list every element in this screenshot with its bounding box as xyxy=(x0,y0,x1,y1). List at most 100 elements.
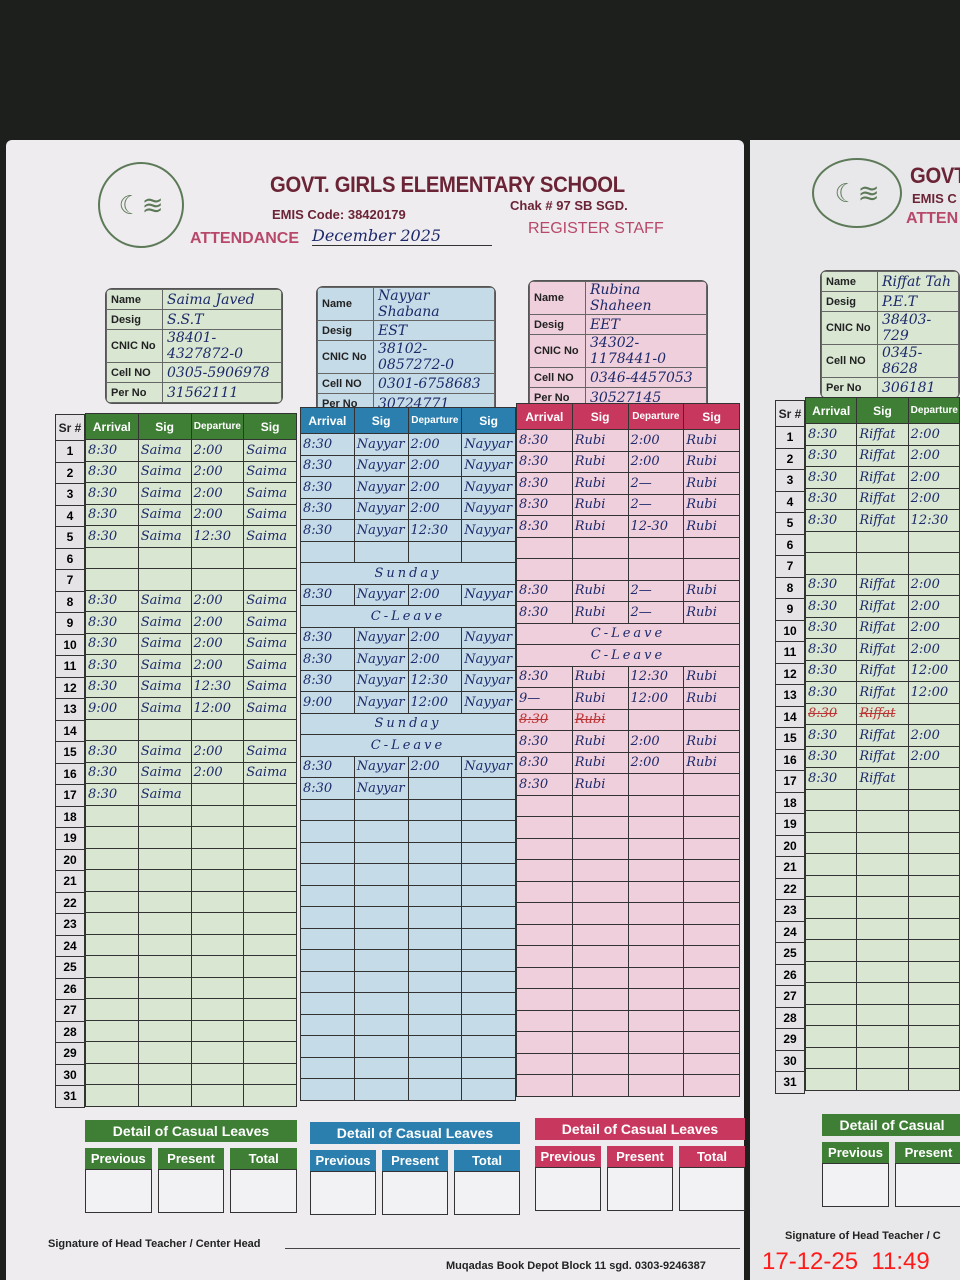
departure-cell[interactable]: 2:00 xyxy=(190,740,245,763)
arrival-sig-cell[interactable] xyxy=(353,540,409,563)
arrival-cell[interactable] xyxy=(85,998,139,1021)
arrival-cell[interactable]: 8:30 xyxy=(516,515,573,538)
departure-sig-cell[interactable] xyxy=(461,540,516,563)
arrival-sig-cell[interactable] xyxy=(137,1062,192,1085)
departure-cell[interactable] xyxy=(627,923,685,946)
departure-sig-cell[interactable] xyxy=(243,546,297,569)
departure-sig-cell[interactable]: Rubi xyxy=(683,687,740,710)
staff-desig[interactable]: EST xyxy=(373,320,495,341)
staff-desig[interactable]: S.S.T xyxy=(162,309,282,330)
arrival-sig-cell[interactable] xyxy=(571,859,629,882)
arrival-cell[interactable]: 8:30 xyxy=(516,773,573,796)
departure-sig-cell[interactable]: Rubi xyxy=(683,493,740,516)
departure-cell[interactable] xyxy=(907,960,960,983)
arrival-cell[interactable]: 8:30 xyxy=(85,525,139,548)
arrival-cell[interactable] xyxy=(804,530,858,553)
departure-sig-cell[interactable]: Nayyar xyxy=(461,433,516,456)
staff-cell[interactable]: 0345-8628 xyxy=(877,344,959,378)
arrival-cell[interactable]: 8:30 xyxy=(85,611,139,634)
departure-cell[interactable]: 12:30 xyxy=(190,675,245,698)
departure-cell[interactable] xyxy=(190,890,245,913)
staff-per[interactable]: 30527145 xyxy=(585,387,707,408)
departure-cell[interactable]: 2:00 xyxy=(190,482,245,505)
arrival-sig-cell[interactable] xyxy=(353,949,409,972)
departure-cell[interactable] xyxy=(627,773,685,796)
departure-cell[interactable] xyxy=(627,1031,685,1054)
departure-cell[interactable]: 12:30 xyxy=(627,665,685,688)
arrival-cell[interactable] xyxy=(804,917,858,940)
arrival-sig-cell[interactable]: Riffat xyxy=(856,638,909,661)
arrival-cell[interactable]: 9— xyxy=(516,687,573,710)
arrival-sig-cell[interactable]: Saima xyxy=(137,697,192,720)
departure-sig-cell[interactable]: Nayyar xyxy=(461,691,516,714)
arrival-cell[interactable] xyxy=(516,1074,573,1097)
arrival-sig-cell[interactable] xyxy=(571,837,629,860)
arrival-cell[interactable]: 8:30 xyxy=(516,601,573,624)
arrival-sig-cell[interactable]: Nayyar xyxy=(353,691,409,714)
casual-leaves-present-box[interactable] xyxy=(607,1167,673,1211)
arrival-cell[interactable] xyxy=(300,798,355,821)
arrival-sig-cell[interactable] xyxy=(137,1019,192,1042)
arrival-cell[interactable]: 8:30 xyxy=(804,573,858,596)
staff-per[interactable]: 306181 xyxy=(877,377,959,398)
arrival-cell[interactable]: 8:30 xyxy=(300,669,355,692)
arrival-sig-cell[interactable]: Rubi xyxy=(571,450,629,473)
arrival-sig-cell[interactable] xyxy=(137,546,192,569)
arrival-sig-cell[interactable]: Saima xyxy=(137,460,192,483)
departure-cell[interactable] xyxy=(907,831,960,854)
arrival-sig-cell[interactable]: Rubi xyxy=(571,687,629,710)
arrival-sig-cell[interactable]: Nayyar xyxy=(353,433,409,456)
departure-cell[interactable] xyxy=(407,906,463,929)
departure-cell[interactable]: 2— xyxy=(627,472,685,495)
departure-cell[interactable]: 2:00 xyxy=(907,573,960,596)
arrival-cell[interactable]: 8:30 xyxy=(300,626,355,649)
departure-cell[interactable]: 2:00 xyxy=(627,429,685,452)
departure-sig-cell[interactable] xyxy=(461,970,516,993)
staff-name[interactable]: Saima Javed xyxy=(162,289,282,310)
departure-sig-cell[interactable]: Saima xyxy=(243,632,297,655)
arrival-cell[interactable]: 8:30 xyxy=(85,632,139,655)
arrival-sig-cell[interactable]: Riffat xyxy=(856,444,909,467)
arrival-cell[interactable] xyxy=(85,568,139,591)
departure-cell[interactable]: 2:00 xyxy=(407,648,463,671)
departure-cell[interactable]: 2:00 xyxy=(627,751,685,774)
departure-sig-cell[interactable] xyxy=(243,998,297,1021)
arrival-sig-cell[interactable] xyxy=(137,890,192,913)
arrival-sig-cell[interactable] xyxy=(856,1003,909,1026)
departure-sig-cell[interactable] xyxy=(243,804,297,827)
departure-cell[interactable] xyxy=(190,955,245,978)
departure-sig-cell[interactable] xyxy=(461,777,516,800)
departure-cell[interactable] xyxy=(907,702,960,725)
arrival-cell[interactable] xyxy=(804,1046,858,1069)
departure-cell[interactable] xyxy=(907,982,960,1005)
departure-cell[interactable] xyxy=(407,927,463,950)
arrival-sig-cell[interactable]: Saima xyxy=(137,632,192,655)
arrival-sig-cell[interactable] xyxy=(353,1078,409,1101)
arrival-sig-cell[interactable] xyxy=(571,945,629,968)
departure-cell[interactable] xyxy=(190,568,245,591)
departure-sig-cell[interactable]: Saima xyxy=(243,654,297,677)
arrival-sig-cell[interactable] xyxy=(571,1009,629,1032)
departure-sig-cell[interactable] xyxy=(683,837,740,860)
arrival-sig-cell[interactable] xyxy=(353,884,409,907)
staff-cell[interactable]: 0305-5906978 xyxy=(162,362,282,383)
departure-cell[interactable]: 2:00 xyxy=(407,454,463,477)
departure-sig-cell[interactable] xyxy=(683,988,740,1011)
arrival-sig-cell[interactable] xyxy=(137,1084,192,1107)
arrival-cell[interactable] xyxy=(516,945,573,968)
arrival-cell[interactable] xyxy=(300,841,355,864)
arrival-cell[interactable]: 8:30 xyxy=(300,497,355,520)
departure-sig-cell[interactable] xyxy=(683,966,740,989)
arrival-sig-cell[interactable] xyxy=(856,788,909,811)
departure-cell[interactable]: 2:00 xyxy=(407,583,463,606)
arrival-cell[interactable]: 8:30 xyxy=(85,654,139,677)
departure-sig-cell[interactable]: Rubi xyxy=(683,429,740,452)
arrival-cell[interactable]: 8:30 xyxy=(85,503,139,526)
departure-sig-cell[interactable] xyxy=(243,869,297,892)
arrival-cell[interactable]: 8:30 xyxy=(85,761,139,784)
departure-cell[interactable] xyxy=(907,939,960,962)
arrival-sig-cell[interactable]: Nayyar xyxy=(353,497,409,520)
departure-sig-cell[interactable] xyxy=(683,923,740,946)
departure-sig-cell[interactable]: Rubi xyxy=(683,665,740,688)
arrival-sig-cell[interactable] xyxy=(571,902,629,925)
